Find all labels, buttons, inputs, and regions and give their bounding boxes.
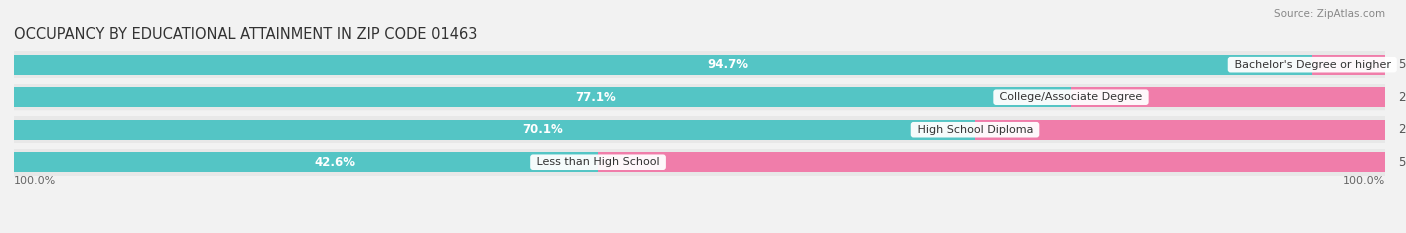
Text: 100.0%: 100.0% (14, 176, 56, 186)
Bar (14, 116, 1385, 143)
Bar (974, 120, 1385, 140)
Text: 94.7%: 94.7% (707, 58, 748, 71)
Text: 57.4%: 57.4% (1399, 156, 1406, 169)
Bar (1312, 55, 1385, 75)
Text: College/Associate Degree: College/Associate Degree (995, 92, 1146, 102)
Text: Source: ZipAtlas.com: Source: ZipAtlas.com (1274, 9, 1385, 19)
Text: 70.1%: 70.1% (522, 123, 562, 136)
Bar (14, 149, 1385, 176)
Bar (598, 152, 1385, 172)
Bar (14, 84, 1385, 111)
Bar (1071, 87, 1385, 107)
Text: Bachelor's Degree or higher: Bachelor's Degree or higher (1230, 60, 1393, 70)
Text: OCCUPANCY BY EDUCATIONAL ATTAINMENT IN ZIP CODE 01463: OCCUPANCY BY EDUCATIONAL ATTAINMENT IN Z… (14, 27, 478, 42)
Text: 29.9%: 29.9% (1399, 123, 1406, 136)
Bar (14, 51, 1385, 78)
Bar (14, 152, 598, 172)
Text: 22.9%: 22.9% (1399, 91, 1406, 104)
Text: Less than High School: Less than High School (533, 157, 664, 167)
Text: High School Diploma: High School Diploma (914, 125, 1036, 135)
Text: 77.1%: 77.1% (575, 91, 616, 104)
Text: 100.0%: 100.0% (1343, 176, 1385, 186)
Text: 5.3%: 5.3% (1399, 58, 1406, 71)
Bar (14, 55, 1312, 75)
Bar (14, 87, 1071, 107)
Bar (14, 120, 974, 140)
Text: 42.6%: 42.6% (315, 156, 356, 169)
